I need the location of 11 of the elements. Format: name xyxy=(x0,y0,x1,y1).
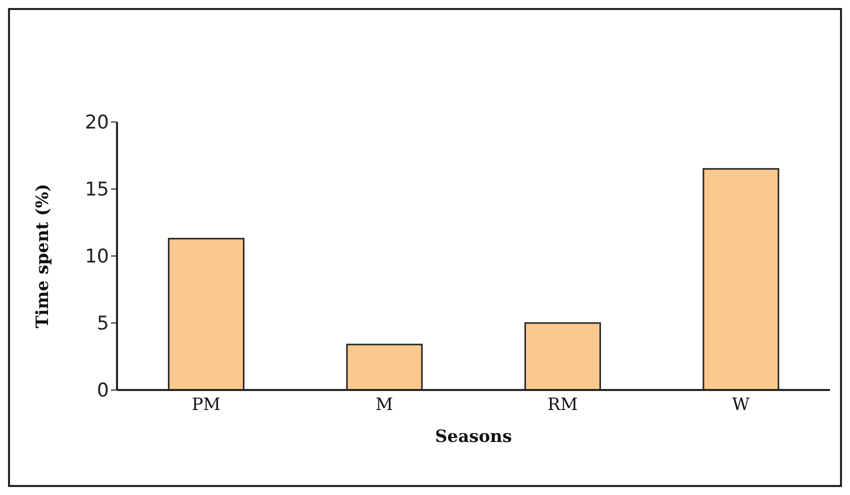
y-tick-label: 20 xyxy=(84,112,109,134)
x-tick-label: PM xyxy=(192,395,221,416)
y-tick-label: 0 xyxy=(96,380,109,402)
x-tick-label: RM xyxy=(548,395,578,416)
x-axis-title: Seasons xyxy=(435,427,512,447)
y-tick-label: 5 xyxy=(96,312,109,335)
y-axis-title: Time spent (%) xyxy=(33,184,54,328)
y-tick-label: 15 xyxy=(84,178,109,201)
y-tick-label: 10 xyxy=(84,246,109,268)
x-tick-label: M xyxy=(376,395,394,416)
x-tick-label: W xyxy=(732,395,750,416)
